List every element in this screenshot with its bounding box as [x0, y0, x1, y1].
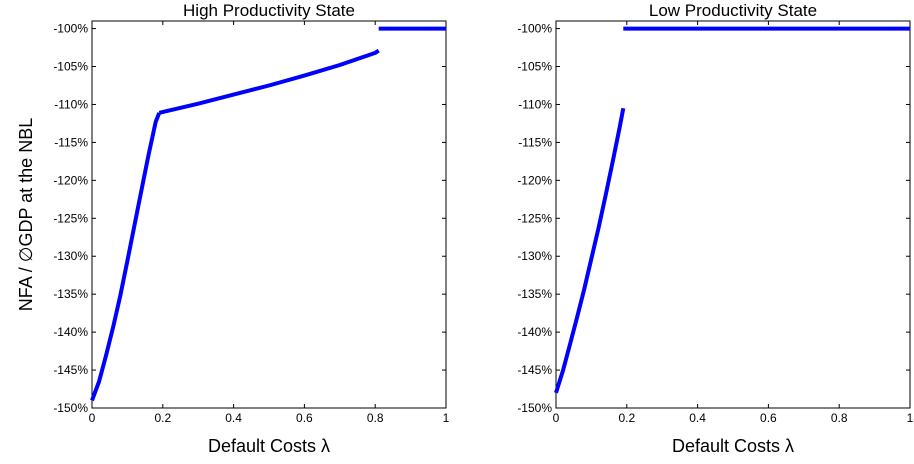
- low-x-tick-label: 1: [907, 411, 914, 425]
- high-y-tick-label: -150%: [53, 401, 88, 415]
- low-y-tick-label: -130%: [517, 249, 552, 263]
- high-y-tick-label: -140%: [53, 325, 88, 339]
- high-plot-box: [91, 20, 447, 409]
- high-x-tick-label: 0.2: [154, 411, 171, 425]
- low-y-tick-label: -115%: [518, 135, 552, 149]
- high-chart-title: High Productivity State: [183, 1, 355, 20]
- low-x-axis-label: Default Costs λ: [672, 436, 794, 456]
- high-y-tick-label: -100%: [53, 22, 88, 36]
- low-y-tick-label: -100%: [517, 22, 552, 36]
- low-series-line-segment-1: [554, 107, 626, 394]
- low-x-tick-label: 0.6: [760, 411, 777, 425]
- high-series-line-segment-1: [90, 112, 162, 402]
- high-x-axis-label: Default Costs λ: [208, 436, 330, 456]
- low-y-tick-label: -105%: [517, 60, 552, 74]
- low-x-tick-label: 0: [553, 411, 560, 425]
- high-y-tick-label: -105%: [53, 60, 88, 74]
- high-y-tick-label: -145%: [53, 363, 88, 377]
- high-y-tick-label: -115%: [54, 135, 88, 149]
- low-y-tick-label: -145%: [517, 363, 552, 377]
- high-y-tick-label: -120%: [53, 173, 88, 187]
- low-y-tick-label: -125%: [517, 211, 552, 225]
- low-y-tick-label: -110%: [518, 97, 552, 111]
- high-x-tick-label: 0.8: [367, 411, 384, 425]
- high-y-tick-label: -110%: [54, 97, 88, 111]
- low-x-tick-label: 0.4: [689, 411, 706, 425]
- low-x-tick-label: 0.8: [831, 411, 848, 425]
- high-x-tick-label: 0: [89, 411, 96, 425]
- low-y-tick-label: -150%: [517, 401, 552, 415]
- high-series-line-segment-2: [158, 48, 380, 115]
- high-y-tick-label: -125%: [53, 211, 88, 225]
- y-axis-label: NFA / ∅GDP at the NBL: [16, 118, 36, 311]
- high-y-tick-label: -130%: [53, 249, 88, 263]
- low-chart-title: Low Productivity State: [649, 1, 817, 20]
- low-y-tick-label: -140%: [517, 325, 552, 339]
- low-x-tick-label: 0.2: [618, 411, 635, 425]
- high-x-tick-label: 0.6: [296, 411, 313, 425]
- low-plot-box: [555, 20, 911, 409]
- high-x-tick-label: 1: [443, 411, 450, 425]
- low-y-tick-label: -135%: [517, 287, 552, 301]
- low-y-tick-label: -120%: [517, 173, 552, 187]
- high-y-tick-label: -135%: [53, 287, 88, 301]
- high-x-tick-label: 0.4: [225, 411, 242, 425]
